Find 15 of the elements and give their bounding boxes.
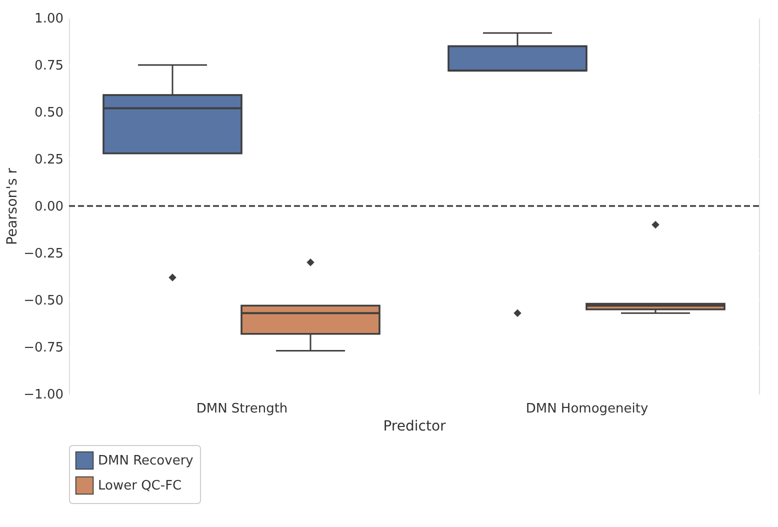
legend-label: Lower QC-FC — [98, 478, 182, 494]
y-tick-label: −0.50 — [24, 294, 64, 308]
y-tick-label: −0.75 — [24, 340, 64, 356]
y-tick-label: −1.00 — [24, 388, 64, 402]
y-tick-label: −0.25 — [24, 246, 64, 262]
x-tick-label: DMN Homogeneity — [526, 402, 648, 416]
y-tick-label: 0.50 — [34, 106, 64, 120]
y-tick-label: 1.00 — [34, 12, 64, 26]
y-tick-label: 0.25 — [34, 152, 64, 168]
x-tick-label: DMN Strength — [196, 402, 288, 416]
y-tick-label: 0.75 — [34, 58, 64, 74]
y-axis-title: Pearson's r — [4, 168, 21, 245]
x-axis-title: Predictor — [383, 418, 446, 434]
y-tick-label: 0.00 — [34, 200, 64, 214]
legend-label: DMN Recovery — [98, 454, 194, 468]
